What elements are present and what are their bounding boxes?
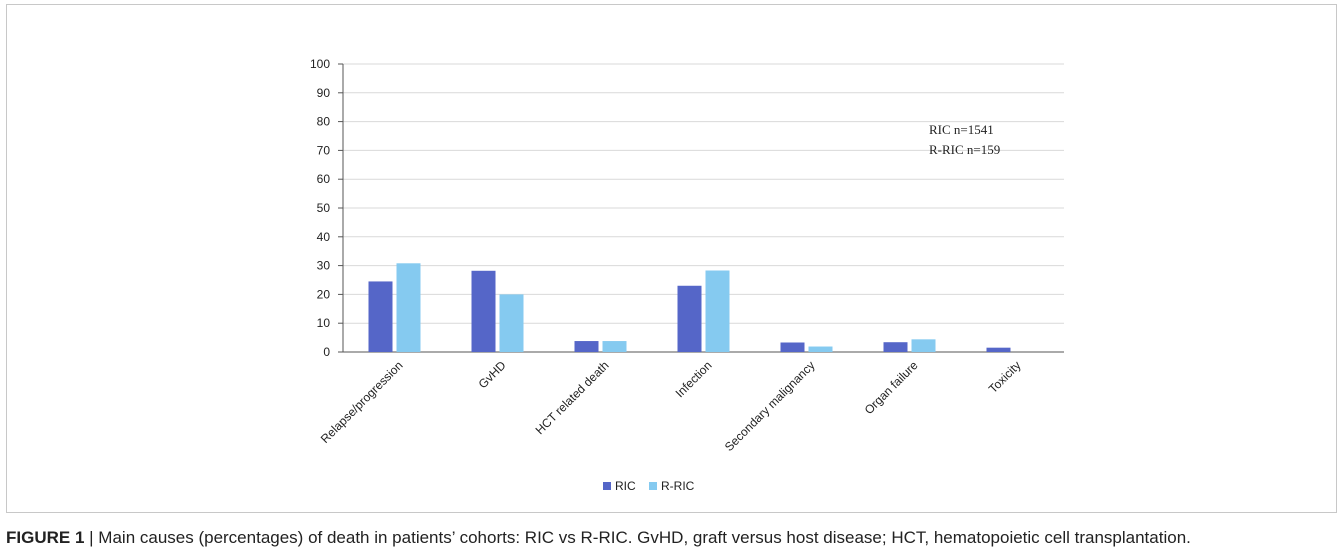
bar-r-ric xyxy=(499,294,524,352)
bar-ric xyxy=(471,270,496,352)
caption-label: FIGURE 1 xyxy=(6,528,85,547)
bar-r-ric xyxy=(602,341,627,352)
annotation-text: RIC n=1541 xyxy=(929,122,994,137)
gridlines xyxy=(343,63,1064,324)
bar-ric xyxy=(883,342,908,352)
category-label: Organ failure xyxy=(862,358,921,417)
bar-r-ric xyxy=(911,339,936,352)
bar-ric xyxy=(677,285,702,352)
y-tick-label: 30 xyxy=(317,259,331,273)
bar-ric xyxy=(986,347,1011,352)
legend-swatch-ric xyxy=(603,482,611,490)
category-label: Secondary malignancy xyxy=(722,358,818,454)
y-tick-label: 50 xyxy=(317,201,331,215)
legend-swatch-r-ric xyxy=(649,482,657,490)
y-tick-label: 10 xyxy=(317,316,331,330)
category-labels: Relapse/progression GvHD HCT related death… xyxy=(318,358,1024,454)
y-tick-label: 100 xyxy=(310,57,330,71)
y-tick-label: 0 xyxy=(323,345,330,359)
category-label: Toxicity xyxy=(986,358,1024,396)
y-tick-label: 60 xyxy=(317,172,331,186)
y-tick-label: 70 xyxy=(317,143,331,157)
legend: RIC R-RIC xyxy=(603,479,695,493)
bar-ric xyxy=(368,281,393,352)
bar-chart: 0 10 20 30 40 50 60 70 80 90 100 Relapse/progressi… xyxy=(310,57,1064,493)
figure-caption: FIGURE 1 | Main causes (percentages) of … xyxy=(6,528,1326,548)
annotations: RIC n=1541 R-RIC n=159 xyxy=(929,122,1000,157)
legend-label-ric: RIC xyxy=(615,479,636,493)
axes: 0 10 20 30 40 50 60 70 80 90 100 xyxy=(310,57,1064,359)
y-tick-label: 20 xyxy=(317,287,331,301)
bars xyxy=(368,263,1011,352)
legend-label-r-ric: R-RIC xyxy=(661,479,695,493)
category-label: Infection xyxy=(673,358,715,400)
category-label: Relapse/progression xyxy=(318,358,406,446)
category-label: GvHD xyxy=(476,358,509,391)
bar-r-ric xyxy=(396,263,421,352)
y-tick-label: 90 xyxy=(317,86,331,100)
category-label: HCT related death xyxy=(533,358,612,437)
caption-separator: | xyxy=(89,528,94,547)
caption-text: Main causes (percentages) of death in pa… xyxy=(98,528,1191,547)
figure-frame xyxy=(6,4,1337,513)
bar-r-ric xyxy=(705,270,730,352)
y-tick-label: 40 xyxy=(317,230,331,244)
annotation-text: R-RIC n=159 xyxy=(929,142,1000,157)
bar-r-ric xyxy=(808,346,833,352)
y-tick-label: 80 xyxy=(317,115,331,129)
bar-ric xyxy=(574,341,599,352)
bar-ric xyxy=(780,342,805,352)
